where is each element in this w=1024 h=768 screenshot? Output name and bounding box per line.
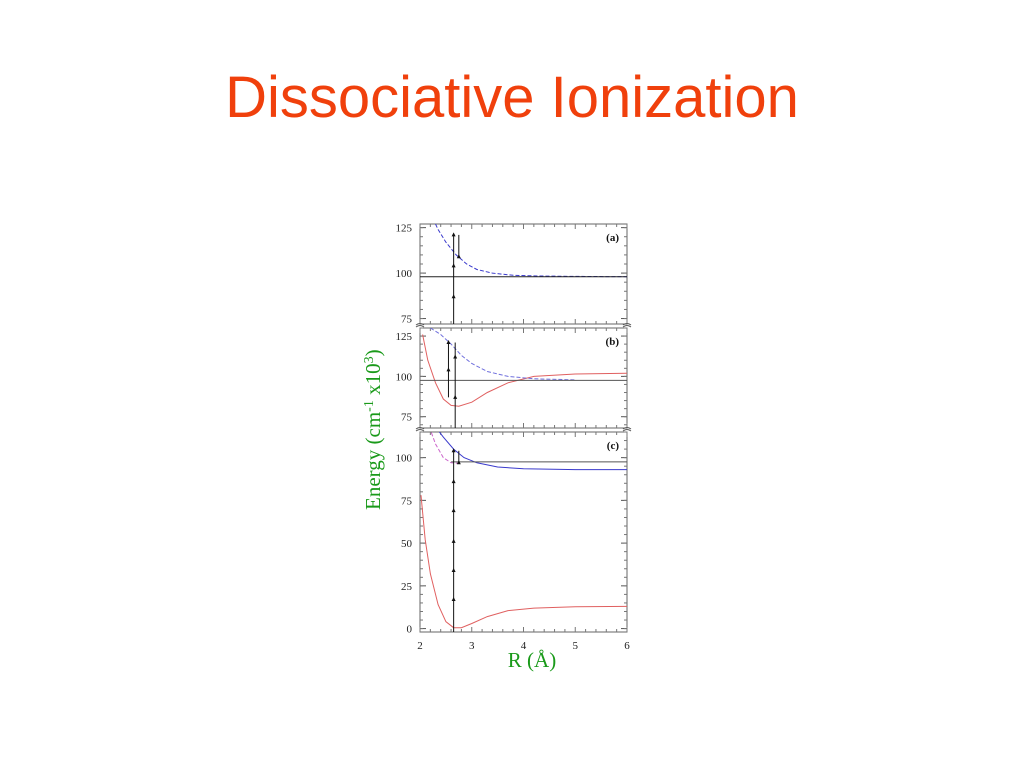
axis-break-mark xyxy=(415,325,425,328)
panel-frame xyxy=(419,223,628,325)
axis-break-mark xyxy=(622,323,632,326)
y-tick-label: 125 xyxy=(396,331,413,343)
axis-break-mark xyxy=(415,427,425,430)
y-axis-label-sup: -1 xyxy=(362,400,377,412)
axis-break-mark xyxy=(415,323,425,326)
x-tick-label: 6 xyxy=(624,640,630,652)
slide-title: Dissociative Ionization xyxy=(225,65,799,130)
y-tick-label: 75 xyxy=(401,495,413,507)
y-tick-label: 100 xyxy=(396,371,413,383)
transition-marker xyxy=(446,340,451,345)
y-tick-label: 50 xyxy=(401,538,413,550)
y-tick-label: 125 xyxy=(396,223,413,235)
y-tick-label: 75 xyxy=(401,314,413,326)
transition-marker xyxy=(451,232,456,237)
panel-label: (c) xyxy=(607,440,620,452)
x-tick-label: 4 xyxy=(521,640,527,652)
y-tick-label: 100 xyxy=(396,453,413,465)
y-axis-label-sup2: 3 xyxy=(362,356,377,363)
transition-marker xyxy=(453,354,458,359)
series-line-2 xyxy=(438,432,627,471)
transition-marker xyxy=(451,448,456,453)
transition-marker xyxy=(446,367,451,372)
x-tick-label: 3 xyxy=(469,640,475,652)
axis-break-mark xyxy=(622,429,632,432)
transition-marker xyxy=(456,254,461,259)
series-line-1 xyxy=(434,224,627,278)
y-axis-label-main: Energy (cm xyxy=(361,412,385,510)
y-tick-label: 0 xyxy=(407,624,413,636)
x-tick-label: 5 xyxy=(573,640,579,652)
transition-marker xyxy=(453,394,458,399)
panels-layer: 75 100 125 (a) 75 100 125 (b) 0 25 50 75 100 (c) 2 3 4 5 6 xyxy=(396,223,632,652)
y-tick-label: 75 xyxy=(401,412,413,424)
transition-marker xyxy=(451,597,456,602)
transition-marker xyxy=(451,479,456,484)
series-line-1 xyxy=(420,495,627,629)
series-line-2 xyxy=(430,328,576,381)
transition-marker xyxy=(451,263,456,268)
y-axis-label-end: ) xyxy=(361,349,385,356)
transition-marker xyxy=(456,460,461,465)
transition-marker xyxy=(451,567,456,572)
series-line-1 xyxy=(422,334,627,407)
panel-2: 75 100 125 (b) xyxy=(396,327,632,432)
y-axis-label: Energy (cm-1 x103) xyxy=(361,349,385,510)
transition-marker xyxy=(451,508,456,513)
x-tick-label: 2 xyxy=(417,640,423,652)
y-tick-label: 100 xyxy=(396,268,413,280)
x-axis-label: R (Å) xyxy=(508,648,556,672)
axis-break-mark xyxy=(622,427,632,430)
axis-break-mark xyxy=(622,325,632,328)
y-tick-label: 25 xyxy=(401,581,413,593)
transition-marker xyxy=(451,538,456,543)
y-axis-label-mid: x10 xyxy=(361,363,385,400)
series-line-3 xyxy=(430,432,462,465)
panel-1: 75 100 125 (a) xyxy=(396,223,632,328)
axis-break-mark xyxy=(415,429,425,432)
transition-marker xyxy=(451,294,456,299)
panel-label: (b) xyxy=(606,336,620,348)
panel-3: 0 25 50 75 100 (c) 2 3 4 5 6 xyxy=(396,431,630,652)
panel-label: (a) xyxy=(606,232,619,244)
